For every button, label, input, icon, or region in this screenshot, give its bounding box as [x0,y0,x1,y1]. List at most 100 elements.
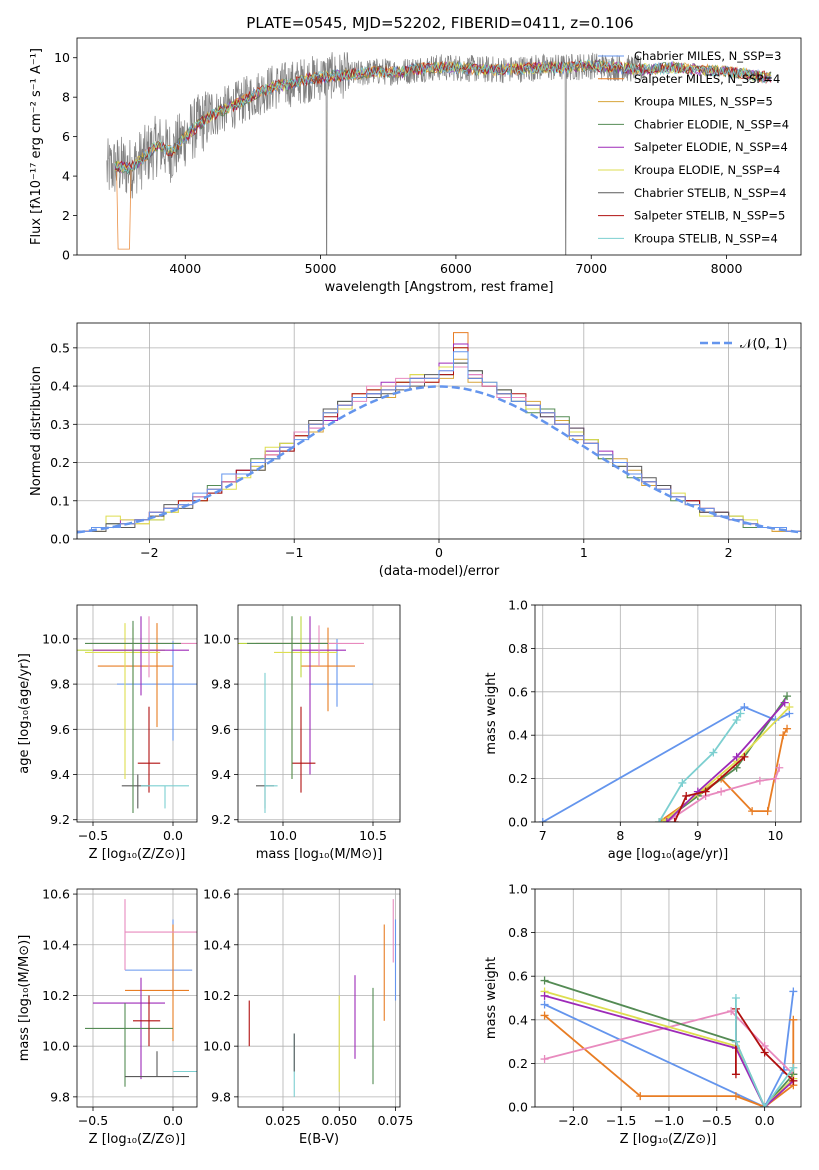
data-point [779,731,788,740]
data-point [731,1070,740,1079]
x-axis-label: age [log₁₀(age/yr)] [608,847,729,862]
normal-curve [77,385,799,534]
data-point [763,807,772,816]
data-point [771,774,780,783]
axes-frame [76,604,198,823]
x-tick-label: 5000 [305,261,337,276]
legend-entry: Chabrier ELODIE, N_SSP=4 [634,117,789,131]
y-tick-label: 9.8 [50,1089,70,1104]
data-point [636,1092,645,1101]
y-tick-label: 0.2 [508,771,528,786]
y-tick-label: 10.4 [42,937,70,952]
y-tick-label: 0.5 [50,340,70,355]
data-point [655,818,664,822]
plot-area [535,889,801,1107]
y-tick-label: 0.0 [508,815,528,830]
y-tick-label: 8 [62,90,70,105]
weight-line [735,998,795,1107]
data-point [540,976,549,985]
y-axis-label: mass weight [484,957,499,1039]
data-point [662,818,671,822]
legend-entry: Salpeter MILES, N_SSP=4 [634,72,780,86]
y-axis-label: mass weight [484,672,499,754]
x-tick-label: 0 [435,545,443,560]
plot-area [77,323,801,539]
data-point [736,709,745,718]
y-tick-label: 9.4 [50,767,70,782]
legend-entry: Kroupa MILES, N_SSP=5 [634,95,773,109]
y-tick-label: 10.0 [42,631,70,646]
x-tick-label: 6000 [440,261,472,276]
axes-frame [534,604,802,823]
x-tick-label: 4000 [169,261,201,276]
data-point [731,1037,740,1046]
y-tick-label: 0.0 [50,532,70,547]
x-tick-label: 0.0 [163,828,183,843]
legend-entry: Kroupa ELODIE, N_SSP=4 [634,163,780,177]
x-axis-label: E(B-V) [299,1132,339,1147]
y-tick-label: 10.0 [42,1039,70,1054]
y-tick-label: 2 [62,208,70,223]
y-tick-label: 9.4 [211,767,231,782]
data-point [682,791,691,800]
y-tick-label: 0.8 [508,925,528,940]
y-tick-label: 10 [54,50,70,65]
y-tick-label: 9.8 [211,1089,231,1104]
x-tick-label: 10 [767,828,783,843]
data-point [693,787,702,796]
legend-entry: Salpeter STELIB, N_SSP=5 [634,209,785,223]
data-point [771,716,780,725]
x-tick-label: −2.0 [558,1113,588,1128]
legend-entry: Chabrier MILES, N_SSP=3 [634,49,781,63]
data-point [540,991,549,1000]
y-tick-label: 10.2 [203,988,231,1003]
plot-area [238,889,400,1107]
axes-frame [76,888,198,1108]
weight-line [542,705,790,822]
y-tick-label: 9.6 [211,722,231,737]
y-tick-label: 10.0 [203,1039,231,1054]
y-tick-label: 0.1 [50,493,70,508]
y-tick-label: 9.2 [50,812,70,827]
data-point [709,748,718,757]
data-point [775,763,784,772]
y-tick-label: 0.4 [50,379,70,394]
y-tick-label: 9.8 [211,677,231,692]
weight-line [666,702,786,822]
data-point [658,818,667,822]
data-point [731,994,740,1002]
plot-area [238,605,400,822]
data-point [717,787,726,796]
data-point [783,692,792,701]
plot-area [106,52,772,255]
legend-entry: Chabrier STELIB, N_SSP=4 [634,186,786,200]
weight-line [662,695,788,822]
y-tick-label: 9.2 [211,812,231,827]
x-tick-label: 0.025 [265,1113,301,1128]
weight-line [544,994,794,1107]
data-point [540,1055,549,1064]
legend: 𝒩(0, 1) [700,337,787,352]
weight-line [673,756,745,822]
axes-frame [76,322,802,540]
y-tick-label: 10.4 [203,937,231,952]
data-point [540,1011,549,1020]
data-point [748,807,757,816]
x-tick-label: 0.0 [163,1113,183,1128]
axes-frame [237,604,401,823]
y-tick-label: 10.2 [42,988,70,1003]
x-tick-label: 9 [694,828,702,843]
data-point [670,818,679,822]
y-tick-label: 9.6 [50,722,70,737]
y-tick-label: 10.6 [42,887,70,902]
x-tick-label: 0.050 [321,1113,357,1128]
x-tick-label: 10.5 [359,828,387,843]
legend-entry: Kroupa STELIB, N_SSP=4 [634,231,778,245]
y-tick-label: 0.4 [508,1012,528,1027]
panel-6: −0.5 0.0 9.8 10.0 10.2 10.4 10.6 Z [log₁₀(Z/Z⊙)… [17,887,198,1147]
data-point [760,1103,769,1107]
plot-area [77,889,197,1107]
x-tick-label: 2 [725,545,733,560]
data-point [740,752,749,761]
